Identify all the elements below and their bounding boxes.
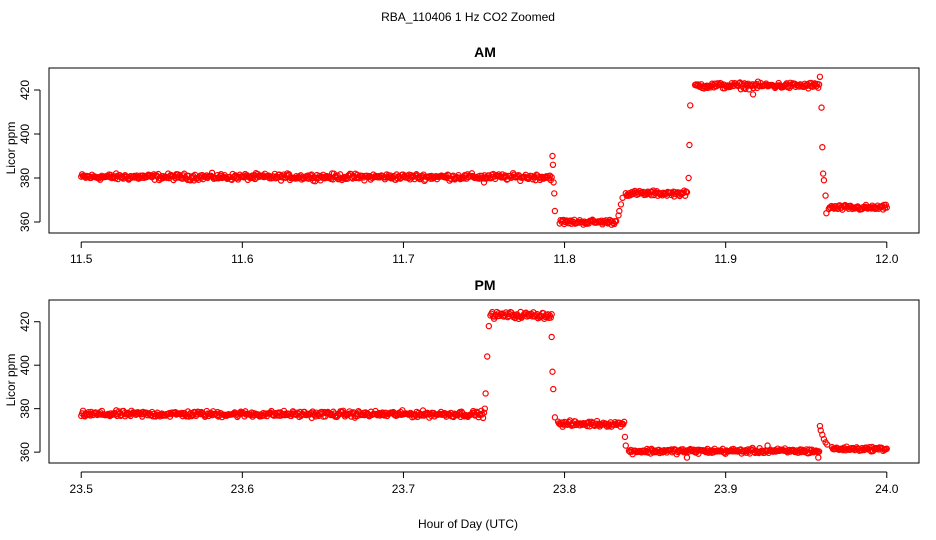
data-point (883, 204, 890, 211)
data-point (683, 189, 691, 196)
x-tick-label: 23.9 (714, 482, 738, 496)
data-point (819, 143, 826, 151)
data-point (815, 448, 823, 455)
data-point (242, 173, 250, 180)
pm-y-axis-label: Licor ppm (4, 354, 18, 407)
am-y-axis: 360 380 400 420 (18, 80, 41, 232)
data-point (170, 176, 177, 184)
data-point (818, 104, 825, 111)
data-point (549, 161, 557, 168)
pm-y-axis: 360 380 400 420 (18, 311, 41, 462)
x-tick-label: 23.5 (70, 482, 94, 496)
data-point (619, 194, 626, 201)
data-point (323, 172, 330, 180)
data-point (549, 368, 556, 375)
data-point (816, 422, 824, 430)
x-tick-label: 11.5 (70, 252, 93, 266)
x-tick-label: 23.8 (553, 482, 577, 496)
pm-panel: PM Licor ppm 23.5 23.6 23.7 23.8 23.9 24.0 36… (4, 277, 920, 496)
am-plot-frame (48, 67, 920, 234)
data-point (480, 409, 488, 416)
y-tick-label: 400 (18, 355, 32, 375)
data-point (612, 217, 620, 225)
data-point (615, 212, 622, 219)
y-tick-label: 420 (18, 311, 32, 331)
x-tick-label: 11.7 (392, 252, 415, 266)
data-point (551, 207, 559, 215)
data-point (621, 433, 629, 441)
data-point (481, 405, 489, 412)
data-point (547, 314, 554, 321)
x-tick-label: 11.6 (231, 252, 254, 266)
data-point (686, 141, 693, 149)
data-point (548, 333, 555, 341)
data-point (687, 102, 694, 109)
x-axis-title: Hour of Day (UTC) (418, 517, 518, 531)
data-point (617, 201, 625, 208)
data-point (819, 170, 827, 177)
data-point (616, 207, 623, 215)
data-point (622, 442, 629, 449)
y-tick-label: 400 (18, 124, 32, 144)
y-tick-label: 420 (18, 80, 32, 100)
x-tick-label: 24.0 (875, 482, 899, 496)
data-point (548, 311, 555, 318)
data-point (749, 91, 757, 98)
x-tick-label: 23.6 (231, 482, 255, 496)
pm-plot-frame (48, 299, 920, 464)
data-point (816, 73, 824, 81)
pm-x-axis: 23.5 23.6 23.7 23.8 23.9 24.0 (70, 471, 899, 496)
data-point (551, 190, 558, 197)
x-tick-label: 23.7 (392, 482, 416, 496)
y-tick-label: 380 (18, 168, 32, 188)
data-point (823, 209, 830, 217)
figure-title: RBA_110406 1 Hz CO2 Zoomed (381, 10, 555, 24)
pm-panel-title: PM (475, 277, 496, 293)
am-data-points (78, 73, 890, 228)
data-point (620, 418, 628, 426)
data-point (820, 435, 828, 443)
data-point (820, 176, 828, 184)
data-point (681, 192, 689, 199)
data-point (482, 390, 489, 397)
y-tick-label: 360 (18, 212, 32, 232)
x-tick-label: 11.9 (714, 252, 737, 266)
data-point (794, 81, 801, 89)
data-point (550, 179, 557, 186)
x-tick-label: 12.0 (875, 252, 899, 266)
pm-data-points (78, 308, 890, 461)
am-x-axis: 11.5 11.6 11.7 11.8 11.9 12.0 (70, 241, 899, 266)
data-point (546, 172, 554, 179)
data-point (485, 322, 493, 330)
data-point (551, 414, 559, 421)
data-point (883, 445, 890, 452)
data-point (479, 411, 486, 418)
data-point (208, 169, 216, 177)
data-point (550, 385, 557, 393)
y-tick-label: 380 (18, 398, 32, 418)
data-point (815, 84, 822, 91)
data-point (815, 81, 823, 88)
data-point (484, 353, 491, 360)
data-point (480, 179, 488, 186)
data-point (764, 442, 771, 449)
data-point (549, 152, 556, 160)
data-point (683, 454, 691, 461)
y-tick-label: 360 (18, 442, 32, 462)
am-panel-title: AM (474, 44, 496, 60)
data-point (822, 192, 829, 199)
x-tick-label: 11.8 (553, 252, 576, 266)
data-point (815, 454, 822, 461)
data-point (823, 441, 831, 448)
am-y-axis-label: Licor ppm (4, 122, 18, 175)
data-point (304, 172, 312, 179)
am-panel: AM Licor ppm 11.5 11.6 11.7 11.8 11.9 12.0 36… (4, 44, 920, 266)
data-point (685, 174, 692, 182)
